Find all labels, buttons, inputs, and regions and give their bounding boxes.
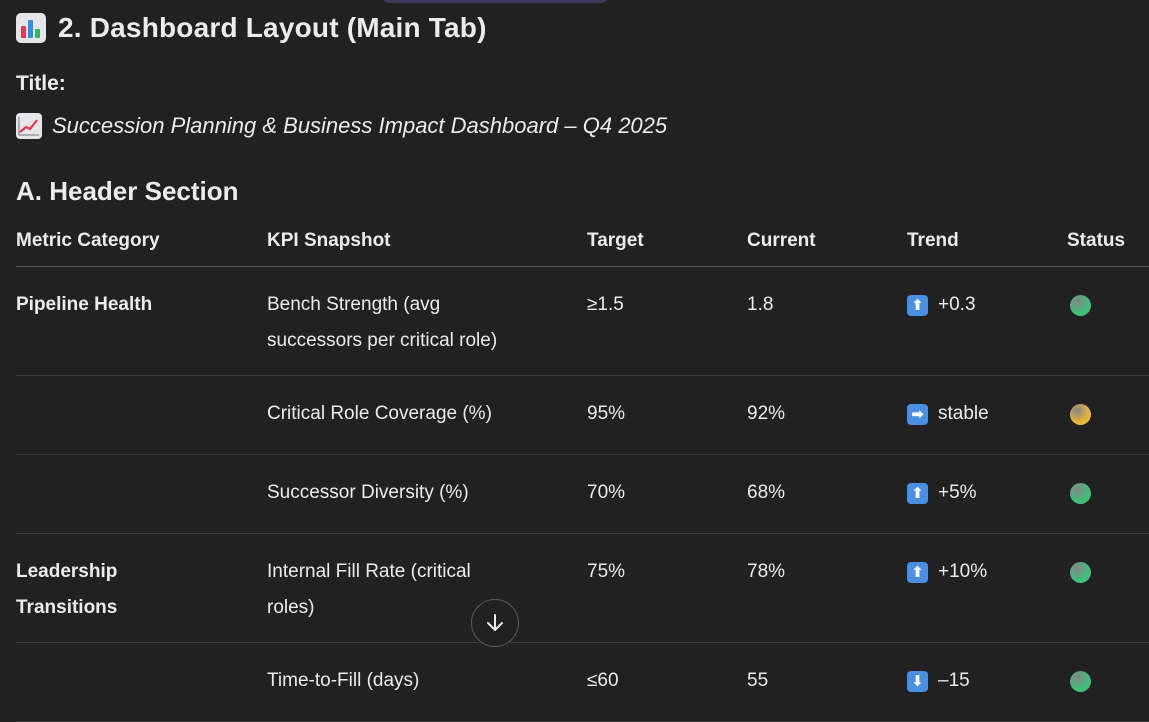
current-cell: 68% [747,454,907,534]
status-yellow-circle-icon [1070,404,1091,425]
kpi-cell: Successor Diversity (%) [267,454,587,534]
top-pill [380,0,610,3]
section-heading-text: 2. Dashboard Layout (Main Tab) [58,12,487,43]
table-row: Leadership Transitions Internal Fill Rat… [16,533,1149,643]
trend-text: –15 [938,670,970,691]
trend-cell: ⬆ +10% [907,533,1067,643]
trend-cell: ⬆ +5% [907,454,1067,534]
metric-category-text: Leadership Transitions [16,561,118,618]
current-cell: 55 [747,642,907,722]
title-label: Title: [16,72,66,95]
metric-category-cell: Pipeline Health [16,266,267,376]
trend-text: +5% [938,482,977,503]
current-cell: 92% [747,375,907,455]
arrow-down-icon [487,614,503,631]
table-row: Pipeline Health Bench Strength (avg succ… [16,266,1149,376]
metric-category-cell [16,454,267,534]
trend-text: stable [938,403,989,424]
kpi-text: Internal Fill Rate (critical roles) [267,561,471,618]
chart-increasing-emoji-icon [16,113,42,139]
header-metric-category: Metric Category [16,222,267,267]
header-current: Current [747,222,907,267]
target-cell: 75% [587,533,747,643]
header-trend: Trend [907,222,1067,267]
header-target: Target [587,222,747,267]
status-cell [1067,642,1149,722]
bar-chart-emoji-icon [16,13,46,43]
dashboard-title-text: Succession Planning & Business Impact Da… [52,113,668,138]
status-cell [1067,454,1149,534]
kpi-cell: Critical Role Coverage (%) [267,375,587,455]
trend-text: +0.3 [938,294,976,315]
status-cell [1067,533,1149,643]
kpi-cell: Internal Fill Rate (critical roles) [267,533,587,643]
kpi-cell: Bench Strength (avg successors per criti… [267,266,587,376]
header-status: Status [1067,222,1149,267]
trend-cell: ⬆ +0.3 [907,266,1067,376]
kpi-text: Bench Strength (avg successors per criti… [267,294,498,351]
kpi-table: Metric Category KPI Snapshot Target Curr… [16,222,1149,722]
kpi-cell: Time-to-Fill (days) [267,642,587,722]
up-arrow-icon: ⬆ [907,294,928,316]
table-row: Successor Diversity (%) 70% 68% ⬆ +5% [16,454,1149,534]
current-cell: 78% [747,533,907,643]
metric-category-cell [16,642,267,722]
up-arrow-icon: ⬆ [907,561,928,583]
status-green-circle-icon [1070,483,1091,504]
scroll-down-button[interactable] [471,599,519,647]
trend-cell: ➡ stable [907,375,1067,455]
table-header-row: Metric Category KPI Snapshot Target Curr… [16,222,1149,267]
subsection-heading: A. Header Section [16,176,239,206]
metric-category-cell: Leadership Transitions [16,533,267,643]
down-arrow-icon: ⬇ [907,670,928,692]
status-cell [1067,375,1149,455]
target-cell: ≤60 [587,642,747,722]
target-cell: 70% [587,454,747,534]
trend-cell: ⬇ –15 [907,642,1067,722]
target-cell: ≥1.5 [587,266,747,376]
current-cell: 1.8 [747,266,907,376]
section-heading: 2. Dashboard Layout (Main Tab) [16,12,487,44]
target-cell: 95% [587,375,747,455]
header-kpi-snapshot: KPI Snapshot [267,222,587,267]
dashboard-title: Succession Planning & Business Impact Da… [16,113,667,139]
status-green-circle-icon [1070,671,1091,692]
metric-category-cell [16,375,267,455]
status-cell [1067,266,1149,376]
status-green-circle-icon [1070,295,1091,316]
status-green-circle-icon [1070,562,1091,583]
table-row: Time-to-Fill (days) ≤60 55 ⬇ –15 [16,642,1149,722]
right-arrow-icon: ➡ [907,403,928,425]
trend-text: +10% [938,561,988,582]
up-arrow-icon: ⬆ [907,482,928,504]
table-row: Critical Role Coverage (%) 95% 92% ➡ stab… [16,375,1149,455]
